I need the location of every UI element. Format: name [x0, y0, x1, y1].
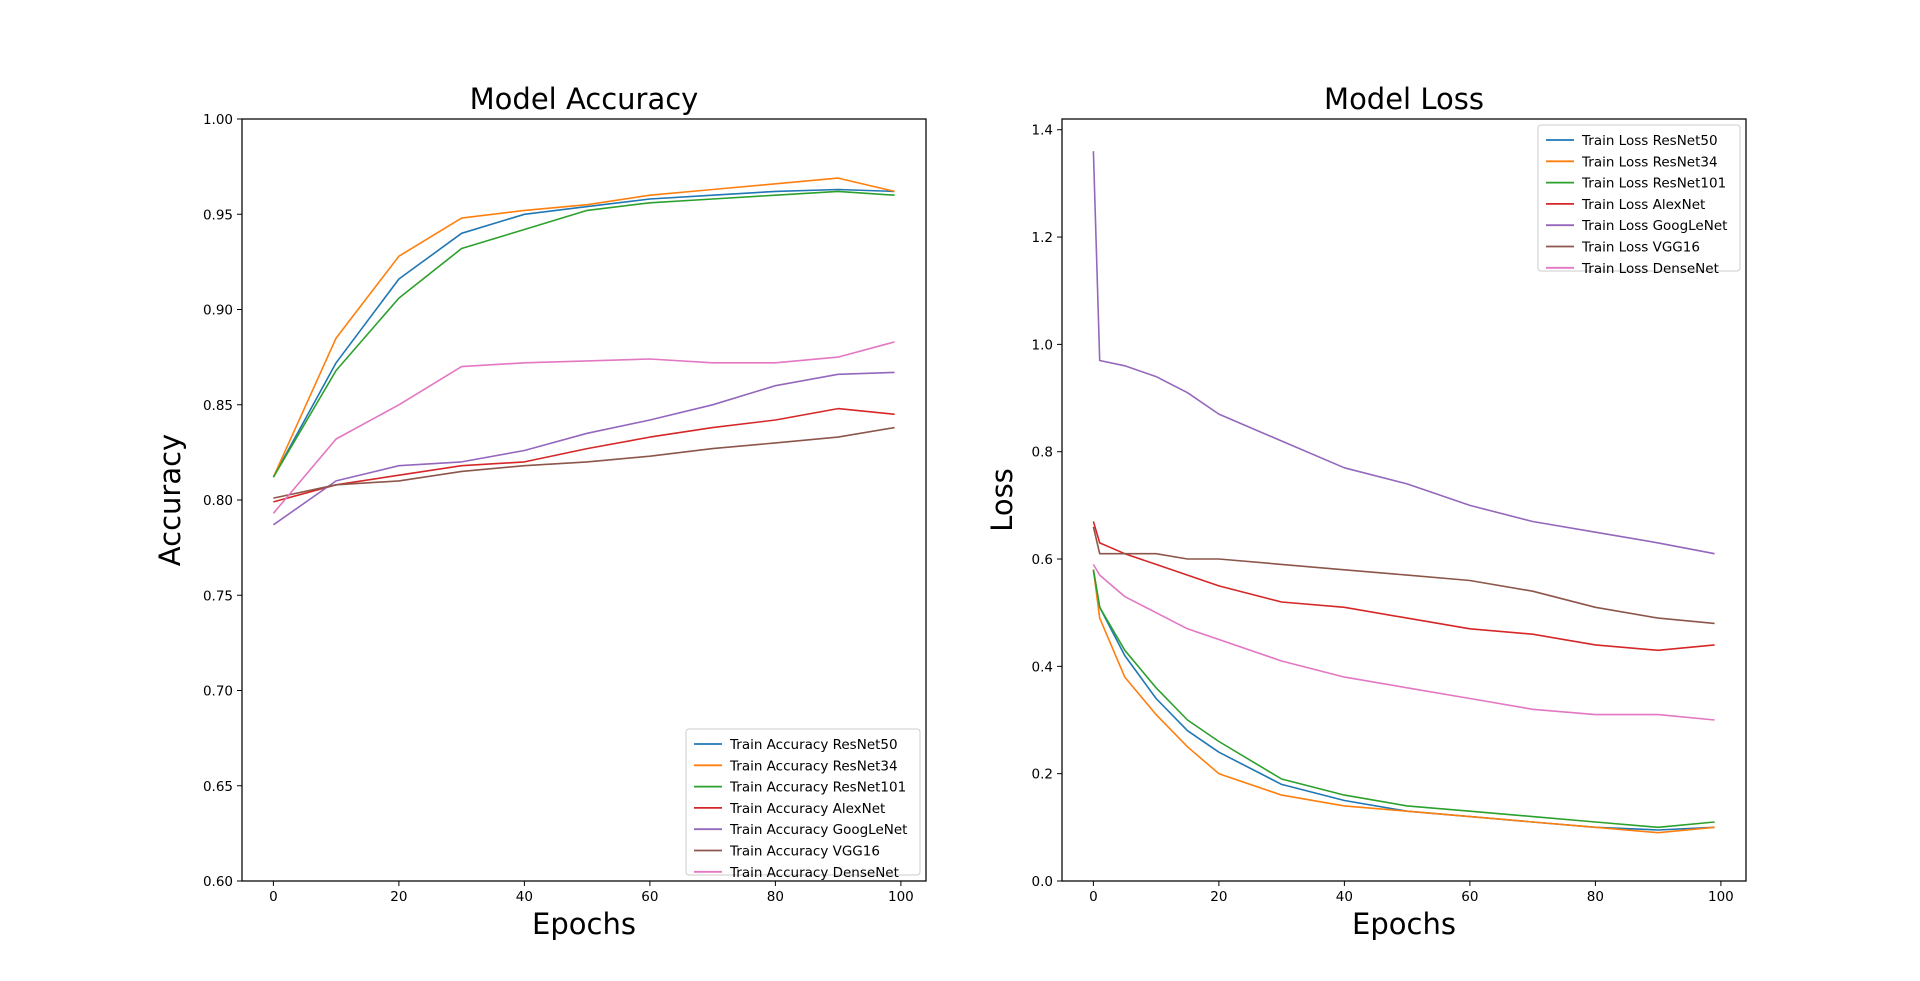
loss-x-tick-label: 100 — [1708, 889, 1734, 905]
loss-legend-box — [1537, 124, 1741, 272]
loss-y-tick-label: 0.6 — [1032, 552, 1053, 568]
accuracy-series-line-5 — [273, 426, 895, 499]
accuracy-x-axis-label: Epochs — [532, 907, 636, 941]
accuracy-x-tick-label: 40 — [516, 889, 533, 905]
loss-series-line-5 — [1092, 526, 1715, 625]
loss-legend-label-0: Train Loss ResNet50 — [1581, 133, 1718, 149]
loss-legend-label-4: Train Loss GoogLeNet — [1581, 218, 1727, 234]
accuracy-series-line-0 — [272, 188, 895, 478]
loss-series-line-0 — [1092, 569, 1715, 831]
loss-series-line-3 — [1092, 521, 1715, 652]
loss-series-line-4 — [1092, 151, 1715, 555]
loss-y-tick-label: 0.8 — [1032, 445, 1053, 461]
loss-y-tick-label: 0.0 — [1032, 874, 1053, 890]
loss-series-line-1 — [1092, 569, 1715, 834]
loss-legend-label-1: Train Loss ResNet34 — [1581, 154, 1718, 170]
accuracy-y-tick-label: 0.60 — [203, 874, 233, 890]
loss-series-line-2 — [1092, 569, 1715, 829]
accuracy-y-tick-label: 1.00 — [203, 112, 233, 128]
loss-x-tick-label: 60 — [1461, 889, 1478, 905]
loss-y-tick-label: 0.4 — [1032, 659, 1053, 675]
accuracy-series-line-2 — [272, 190, 895, 478]
accuracy-y-tick-label: 0.85 — [203, 398, 233, 414]
accuracy-legend-label-0: Train Accuracy ResNet50 — [729, 737, 898, 753]
accuracy-x-tick-label: 100 — [888, 889, 914, 905]
loss-x-tick-label: 20 — [1210, 889, 1227, 905]
loss-x-axis-label: Epochs — [1352, 907, 1456, 941]
accuracy-x-tick-label: 0 — [269, 889, 278, 905]
accuracy-y-tick-label: 0.90 — [203, 303, 233, 319]
loss-legend: Train Loss ResNet50 Train Loss ResNet34 Tr… — [1537, 124, 1741, 277]
accuracy-legend-label-4: Train Accuracy GoogLeNet — [729, 822, 907, 838]
accuracy-series-line-3 — [273, 407, 895, 503]
accuracy-title: Model Accuracy — [470, 82, 699, 116]
accuracy-y-tick-label: 0.80 — [203, 493, 233, 509]
loss-title: Model Loss — [1324, 82, 1484, 116]
loss-y-tick-label: 1.4 — [1032, 123, 1053, 139]
accuracy-legend: Train Accuracy ResNet50 Train Accuracy Re… — [685, 728, 921, 881]
loss-x-tick-label: 40 — [1336, 889, 1353, 905]
accuracy-legend-label-1: Train Accuracy ResNet34 — [729, 758, 898, 774]
loss-axes-frame — [1061, 118, 1747, 882]
accuracy-series-line-6 — [272, 341, 895, 514]
loss-series-line-6 — [1092, 563, 1715, 721]
accuracy-legend-label-5: Train Accuracy VGG16 — [729, 844, 880, 860]
loss-legend-label-3: Train Loss AlexNet — [1581, 197, 1705, 213]
accuracy-y-tick-label: 0.95 — [203, 207, 233, 223]
loss-legend-label-6: Train Loss DenseNet — [1581, 261, 1719, 277]
accuracy-legend-box — [685, 728, 921, 876]
loss-x-tick-label: 0 — [1089, 889, 1098, 905]
accuracy-legend-label-2: Train Accuracy ResNet101 — [729, 780, 906, 796]
loss-legend-label-2: Train Loss ResNet101 — [1581, 176, 1726, 192]
loss-x-tick-label: 80 — [1587, 889, 1604, 905]
loss-legend-label-5: Train Loss VGG16 — [1581, 240, 1700, 256]
accuracy-series-line-4 — [272, 371, 895, 526]
accuracy-legend-label-3: Train Accuracy AlexNet — [729, 801, 885, 817]
loss-y-axis-label: Loss — [985, 468, 1019, 532]
accuracy-legend-label-6: Train Accuracy DenseNet — [729, 865, 899, 881]
accuracy-chart: Model Accuracy 0 20 40 60 80 100 0.60 0.65 0.70 0.… — [153, 82, 927, 941]
accuracy-y-tick-label: 0.70 — [203, 684, 233, 700]
accuracy-y-tick-label: 0.65 — [203, 779, 233, 795]
accuracy-y-axis-label: Accuracy — [153, 434, 187, 566]
accuracy-x-tick-label: 60 — [641, 889, 658, 905]
accuracy-x-tick-label: 20 — [390, 889, 407, 905]
accuracy-series-line-1 — [272, 177, 895, 478]
loss-y-tick-label: 0.2 — [1032, 767, 1053, 783]
loss-y-tick-label: 1.2 — [1032, 230, 1053, 246]
loss-chart: Model Loss 0 20 40 60 80 100 0.0 0.2 0.4 0.6 0.8 1.0… — [985, 82, 1747, 941]
loss-y-tick-label: 1.0 — [1032, 337, 1053, 353]
accuracy-x-tick-label: 80 — [767, 889, 784, 905]
accuracy-y-tick-label: 0.75 — [203, 588, 233, 604]
